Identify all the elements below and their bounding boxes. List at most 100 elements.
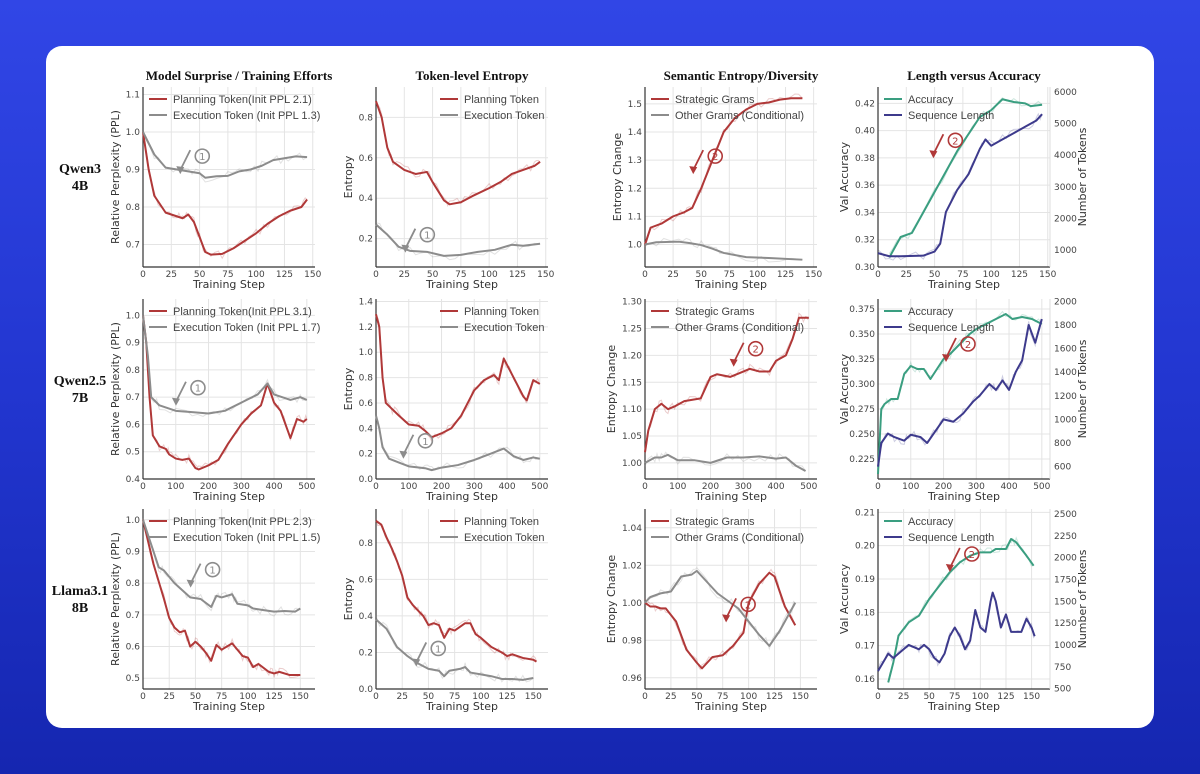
x-tick-label: 0	[642, 482, 648, 492]
legend-label: Strategic Grams	[675, 306, 755, 318]
y2-tick-label: 1400	[1054, 368, 1077, 378]
x-tick-label: 0	[373, 482, 379, 492]
y-tick-label: 1.10	[622, 405, 642, 415]
annotation-arrowhead	[929, 150, 938, 159]
legend-label: Planning Token(Init PPL 2.3)	[173, 516, 312, 528]
y2-tick-label: 600	[1054, 463, 1071, 473]
series-line	[644, 569, 797, 647]
x-tick-label: 0	[373, 270, 379, 280]
series-line	[375, 618, 534, 681]
annotation-label: 1	[435, 644, 441, 655]
x-tick-label: 50	[923, 692, 935, 702]
y-axis-label: Relative Perplexity (PPL)	[109, 322, 122, 456]
y-tick-label: 0.2	[359, 235, 373, 245]
annotation-circle	[964, 546, 980, 562]
series-raw-line	[142, 131, 308, 183]
y-tick-label: 0.225	[849, 455, 875, 465]
x-tick-label: 125	[276, 270, 293, 280]
legend-label: Other Grams (Conditional)	[675, 110, 804, 122]
x-tick-label: 150	[537, 270, 554, 280]
y-tick-label: 1.5	[628, 100, 642, 110]
series-raw-line	[877, 310, 1043, 471]
annotation-label: 1	[199, 152, 205, 163]
x-tick-label: 75	[717, 692, 728, 702]
series-raw-line	[375, 222, 541, 261]
series-line	[142, 131, 308, 256]
annotation-arrowhead	[399, 450, 408, 459]
y-tick-label: 0.40	[855, 127, 875, 137]
legend-label: Execution Token	[464, 110, 545, 122]
legend-label: Planning Token	[464, 516, 539, 528]
y-tick-label: 0.17	[855, 642, 875, 652]
x-tick-label: 25	[898, 692, 909, 702]
y-tick-label: 1.0	[126, 516, 141, 526]
x-tick-label: 50	[194, 270, 206, 280]
y-tick-label: 1.02	[622, 561, 642, 571]
y-tick-label: 0.32	[855, 236, 875, 246]
y2-tick-label: 500	[1054, 685, 1071, 695]
y-tick-label: 1.20	[622, 351, 642, 361]
y2-tick-label: 1500	[1054, 597, 1077, 607]
y-tick-label: 0.21	[855, 508, 875, 518]
annotation-circle	[204, 561, 221, 578]
x-tick-label: 300	[466, 482, 483, 492]
series-line	[888, 98, 1043, 258]
series-line	[877, 313, 1043, 475]
annotation-arrowhead	[689, 166, 698, 175]
annotation-arrow	[945, 337, 957, 359]
y-tick-label: 0.19	[855, 575, 875, 585]
y2-tick-label: 2000	[1054, 554, 1077, 564]
y-tick-label: 0.8	[359, 539, 374, 549]
x-tick-label: 125	[499, 692, 516, 702]
y-tick-label: 0.350	[849, 330, 875, 340]
x-axis-label: Training Step	[927, 490, 1000, 503]
y-tick-label: 1.15	[622, 378, 642, 388]
y-tick-label: 0.42	[855, 99, 875, 109]
annotation-label: 1	[195, 384, 201, 395]
x-tick-label: 150	[805, 270, 822, 280]
x-tick-label: 150	[292, 692, 309, 702]
annotation-arrow	[732, 342, 745, 364]
y-axis-label: Val Accuracy	[838, 353, 851, 424]
x-tick-label: 125	[777, 270, 794, 280]
legend-label: Execution Token (Init PPL 1.3)	[173, 110, 320, 122]
x-tick-label: 100	[248, 270, 265, 280]
y-tick-label: 0.8	[126, 203, 141, 213]
y-tick-label: 1.1	[126, 91, 140, 101]
y-tick-label: 0.8	[359, 374, 374, 384]
series-line	[877, 591, 1036, 672]
x-tick-label: 50	[190, 692, 202, 702]
x-tick-label: 50	[423, 692, 435, 702]
y2-tick-label: 6000	[1054, 88, 1077, 98]
y-tick-label: 0.2	[359, 450, 373, 460]
y2-tick-label: 1800	[1054, 321, 1077, 331]
x-tick-label: 125	[997, 692, 1014, 702]
subplot: 0 25 50 75 100 125 150 0.96 0.98 1.00 1.02 1.04 Trai…	[605, 509, 817, 713]
series-raw-line	[142, 319, 308, 469]
x-tick-label: 50	[695, 270, 707, 280]
annotation-label: 1	[422, 437, 428, 448]
series-line	[644, 97, 803, 245]
x-axis-label: Training Step	[425, 490, 498, 503]
x-tick-label: 25	[396, 692, 407, 702]
y-tick-label: 1.0	[359, 348, 374, 358]
y-tick-label: 0.30	[855, 263, 875, 273]
x-tick-label: 25	[163, 692, 174, 702]
annotation-circle	[740, 596, 756, 613]
x-axis-label: Training Step	[425, 700, 498, 713]
legend-label: Execution Token	[464, 322, 545, 334]
annotation-arrow	[692, 149, 705, 171]
row-label: Qwen2.5	[54, 374, 107, 389]
y-axis-label: Entropy Change	[605, 345, 618, 434]
x-tick-label: 100	[740, 692, 757, 702]
series-line	[375, 313, 541, 439]
series-line	[142, 315, 308, 415]
y-tick-label: 1.4	[359, 298, 374, 308]
annotation-arrow	[415, 642, 428, 663]
y2-axis-label: Number of Tokens	[1076, 549, 1089, 648]
annotation-arrow	[932, 133, 945, 155]
y-tick-label: 1.4	[628, 128, 643, 138]
y-tick-label: 0.4	[359, 194, 374, 204]
x-tick-label: 125	[1011, 270, 1028, 280]
annotation-label: 2	[712, 152, 718, 163]
